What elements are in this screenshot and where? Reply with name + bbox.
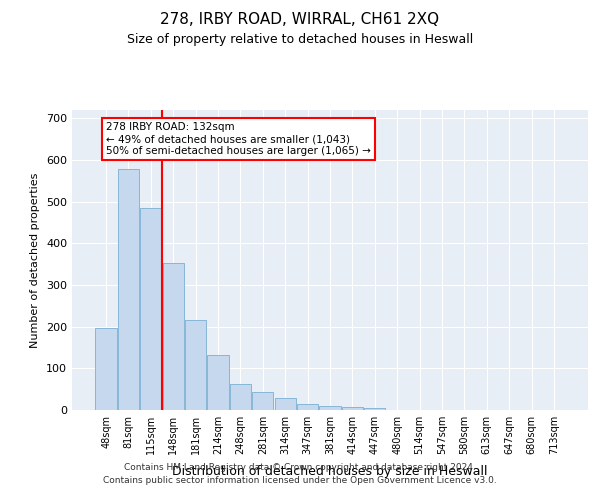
Y-axis label: Number of detached properties: Number of detached properties bbox=[31, 172, 40, 348]
Bar bbox=[208, 355, 229, 410]
Bar bbox=[342, 406, 363, 410]
Bar bbox=[252, 392, 274, 410]
Bar bbox=[185, 320, 206, 410]
Bar bbox=[230, 384, 251, 410]
Bar bbox=[364, 408, 385, 410]
Bar bbox=[95, 328, 117, 410]
Text: Contains public sector information licensed under the Open Government Licence v3: Contains public sector information licen… bbox=[103, 476, 497, 485]
Text: 278 IRBY ROAD: 132sqm
← 49% of detached houses are smaller (1,043)
50% of semi-d: 278 IRBY ROAD: 132sqm ← 49% of detached … bbox=[106, 122, 371, 156]
Bar bbox=[275, 398, 296, 410]
Bar bbox=[319, 406, 341, 410]
Text: 278, IRBY ROAD, WIRRAL, CH61 2XQ: 278, IRBY ROAD, WIRRAL, CH61 2XQ bbox=[160, 12, 440, 28]
Bar bbox=[297, 404, 318, 410]
Bar bbox=[140, 208, 161, 410]
Text: Size of property relative to detached houses in Heswall: Size of property relative to detached ho… bbox=[127, 32, 473, 46]
Bar bbox=[163, 264, 184, 410]
Text: Contains HM Land Registry data © Crown copyright and database right 2024.: Contains HM Land Registry data © Crown c… bbox=[124, 464, 476, 472]
X-axis label: Distribution of detached houses by size in Heswall: Distribution of detached houses by size … bbox=[172, 466, 488, 478]
Bar bbox=[118, 169, 139, 410]
